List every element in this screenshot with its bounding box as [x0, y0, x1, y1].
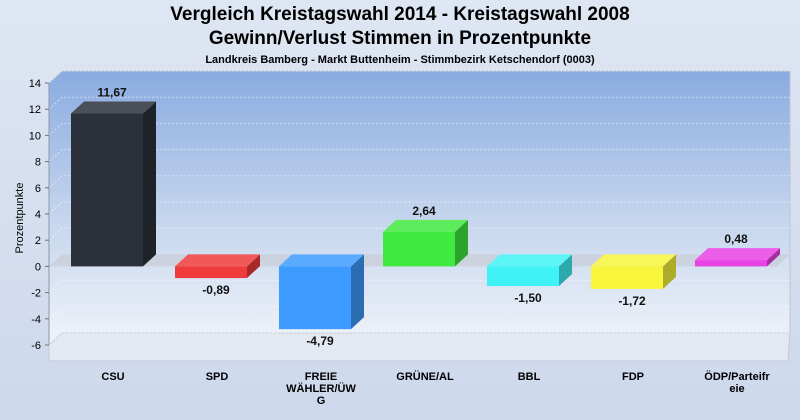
bar-top: [279, 254, 364, 267]
grid-line: [48, 201, 790, 215]
x-tick-label: BBL: [518, 371, 541, 383]
bar-top: [487, 254, 572, 267]
x-tick-label: FDP: [622, 371, 644, 383]
data-label: 2,64: [412, 204, 436, 218]
bar-top: [383, 219, 468, 232]
grid-line: [48, 70, 790, 84]
bar-front: [591, 266, 663, 289]
bar: [279, 254, 364, 330]
value-labels: 11,67 -0,89 -4,79 2,64 -1,50 -1,72 0,48: [97, 86, 748, 349]
plot-floor: [48, 332, 791, 362]
bar: [175, 254, 260, 279]
data-label: -1,72: [618, 294, 646, 308]
grid-line: [48, 332, 790, 346]
y-axis-label: Prozentpunkte: [14, 183, 26, 254]
data-label: -0,89: [202, 283, 230, 297]
bar-side: [559, 254, 572, 287]
data-label: -1,50: [514, 291, 542, 305]
bar: [695, 248, 780, 267]
bar: [591, 254, 676, 289]
bar-front: [175, 266, 247, 279]
grid-line: [48, 96, 790, 110]
y-tick-label: -4: [31, 314, 41, 326]
y-tick-label: 6: [35, 183, 41, 195]
y-tick-label: 2: [35, 235, 41, 247]
bar-side: [247, 254, 260, 279]
grid-line: [48, 122, 790, 136]
grid-line: [48, 280, 790, 293]
x-tick-label: ÖDP/Parteifr: [704, 370, 770, 383]
chart-caption: Landkreis Bamberg - Markt Buttenheim - S…: [205, 54, 595, 66]
x-tick-label: G: [317, 395, 326, 407]
bar-front: [695, 260, 767, 267]
bar-top: [175, 254, 260, 267]
bar-top: [591, 254, 676, 267]
bar-side: [351, 254, 364, 330]
bar: [383, 219, 468, 267]
bar-front: [383, 231, 455, 267]
y-tick-label: 14: [29, 78, 41, 90]
y-tick-label: 8: [35, 157, 41, 169]
bar: [487, 254, 572, 287]
bar-front: [487, 266, 559, 287]
bar-top: [71, 101, 156, 114]
x-tick-label: eie: [729, 383, 744, 395]
bar: [71, 101, 156, 267]
y-tick-label: -2: [31, 288, 41, 300]
data-label: -4,79: [306, 334, 334, 348]
grid-line: [48, 227, 790, 241]
grid-line: [48, 175, 790, 189]
data-label: 11,67: [97, 86, 127, 100]
bar-front: [71, 113, 143, 267]
bar-side: [143, 101, 156, 267]
y-tick-label: 4: [35, 209, 41, 221]
bar-front: [279, 266, 351, 330]
y-tick-label: 0: [35, 261, 41, 273]
y-tick-label: 12: [29, 104, 41, 116]
bars: [71, 101, 780, 330]
data-label: 0,48: [724, 232, 748, 246]
x-tick-label: GRÜNE/AL: [396, 370, 454, 383]
grid-lines: [48, 70, 790, 346]
chart-title: Vergleich Kreistagswahl 2014 - Kreistags…: [170, 4, 630, 25]
grid-line: [48, 149, 790, 162]
y-tick-label: -6: [31, 340, 41, 352]
x-tick-label: CSU: [101, 371, 124, 383]
x-tick-label: FREIE: [305, 371, 337, 383]
bar-side: [455, 219, 468, 267]
y-axis: -6 -4 -2 0 2 4 6 8 10 12 14: [29, 78, 50, 352]
chart-subtitle: Gewinn/Verlust Stimmen in Prozentpunkte: [208, 28, 592, 49]
bar-side: [767, 248, 780, 267]
grid-line: [48, 306, 790, 320]
bar-side: [663, 254, 676, 289]
x-tick-label: WÄHLER/ÜW: [286, 382, 356, 395]
y-tick-label: 10: [29, 130, 41, 142]
x-tick-label: SPD: [206, 371, 229, 383]
bar-top: [695, 248, 780, 261]
